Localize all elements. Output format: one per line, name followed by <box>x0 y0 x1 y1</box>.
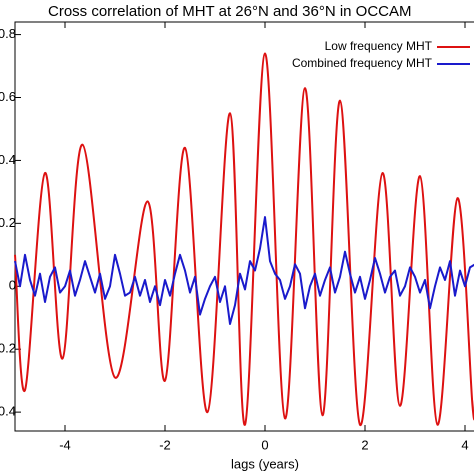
line-series <box>14 52 474 426</box>
y-tick-label: -0.2 <box>0 341 16 356</box>
x-tick-label: -4 <box>59 437 71 452</box>
y-tick-label: -0.4 <box>0 404 16 419</box>
x-tick-label: 0 <box>261 437 268 452</box>
x-tick-label: 2 <box>361 437 368 452</box>
legend-label: Low frequency MHT <box>325 39 433 53</box>
y-tick-label: 0.8 <box>0 26 16 41</box>
y-tick-label: 0.6 <box>0 89 16 104</box>
x-axis-label: lags (years) <box>231 456 299 471</box>
y-tick-label: 0.2 <box>0 215 16 230</box>
line-series <box>14 216 474 326</box>
legend-label: Combined frequency MHT <box>292 56 433 70</box>
plot-frame <box>14 21 474 432</box>
y-tick-label: 0.4 <box>0 152 16 167</box>
y-tick-label: 0 <box>9 278 16 293</box>
x-tick-label: 4 <box>461 437 468 452</box>
x-tick-label: -2 <box>159 437 171 452</box>
chart-title: Cross correlation of MHT at 26°N and 36°… <box>48 3 412 20</box>
